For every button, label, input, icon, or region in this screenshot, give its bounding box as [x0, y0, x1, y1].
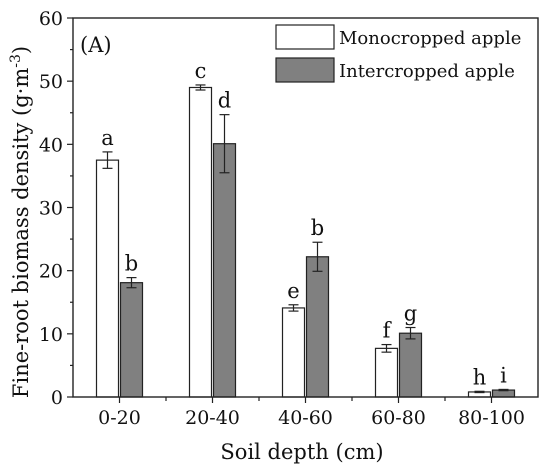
legend-swatch-monocropped: [275, 24, 335, 50]
panel-label: (A): [80, 33, 112, 57]
significance-label-monocropped-40-60: e: [287, 279, 299, 303]
y-tick-label-50: 50: [39, 71, 63, 93]
error-bar-intercropped-60-80: [405, 326, 416, 340]
error-bar-intercropped-0-20: [126, 277, 137, 289]
legend-swatch-intercropped: [275, 57, 335, 83]
bar-intercropped-0-20: [119, 282, 144, 398]
legend: Monocropped apple Intercropped apple: [275, 24, 521, 83]
bar-monocropped-0-20: [95, 159, 120, 398]
error-bar-intercropped-80-100: [498, 388, 509, 392]
significance-label-monocropped-80-100: h: [473, 365, 487, 389]
significance-label-intercropped-80-100: i: [500, 363, 507, 387]
significance-label-intercropped-0-20: b: [125, 252, 138, 276]
y-tick-label-60: 60: [39, 8, 63, 30]
bars: [95, 86, 516, 398]
y-tick-label-30: 30: [39, 198, 63, 220]
axes: 0-20 20-40 40-60 60-80 80-100 0 10 20 30 40 50 60: [39, 8, 539, 429]
bar-intercropped-60-80: [398, 332, 423, 398]
bar-monocropped-40-60: [281, 307, 306, 398]
error-bar-monocropped-0-20: [102, 151, 113, 169]
y-tick-label-20: 20: [39, 261, 63, 283]
significance-labels: a b cd e b fg h i: [101, 59, 507, 389]
error-bar-monocropped-60-80: [381, 343, 392, 353]
error-bars: [102, 84, 509, 394]
legend-label-monocropped: Monocropped apple: [339, 28, 521, 49]
significance-label-intercropped-20-40: d: [218, 89, 231, 113]
y-axis-title-main: Fine-root biomass density (g·m: [9, 68, 33, 398]
y-tick-label-40: 40: [39, 134, 63, 156]
significance-label-monocropped-20-40: c: [195, 59, 207, 83]
error-bar-monocropped-40-60: [288, 304, 299, 312]
x-tick-label-40-60: 40-60: [278, 407, 333, 429]
legend-label-intercropped: Intercropped apple: [339, 61, 515, 82]
y-axis-title-superscript: -3: [8, 54, 24, 68]
bar-monocropped-20-40: [188, 86, 213, 398]
bar-monocropped-60-80: [374, 347, 399, 398]
y-tick-label-10: 10: [39, 324, 63, 346]
significance-label-monocropped-60-80: f: [383, 319, 393, 343]
x-tick-label-80-100: 80-100: [458, 407, 525, 429]
x-tick-label-60-80: 60-80: [371, 407, 426, 429]
error-bar-intercropped-20-40: [219, 114, 230, 174]
x-axis-title: Soil depth (cm): [220, 440, 383, 464]
error-bar-monocropped-80-100: [474, 390, 485, 394]
x-tick-label-0-20: 0-20: [98, 407, 141, 429]
bar-intercropped-20-40: [212, 143, 237, 398]
plot-frame: [72, 17, 539, 398]
error-bar-monocropped-20-40: [195, 84, 206, 91]
y-tick-label-0: 0: [51, 387, 63, 409]
significance-label-monocropped-0-20: a: [101, 126, 114, 150]
significance-label-intercropped-60-80: g: [404, 302, 417, 326]
bar-intercropped-40-60: [305, 256, 330, 398]
significance-label-intercropped-40-60: b: [311, 216, 324, 240]
y-axis-title: Fine-root biomass density (g·m-3): [8, 46, 33, 398]
error-bar-intercropped-40-60: [312, 241, 323, 272]
y-axis-title-close: ): [9, 46, 33, 54]
x-tick-label-20-40: 20-40: [185, 407, 240, 429]
